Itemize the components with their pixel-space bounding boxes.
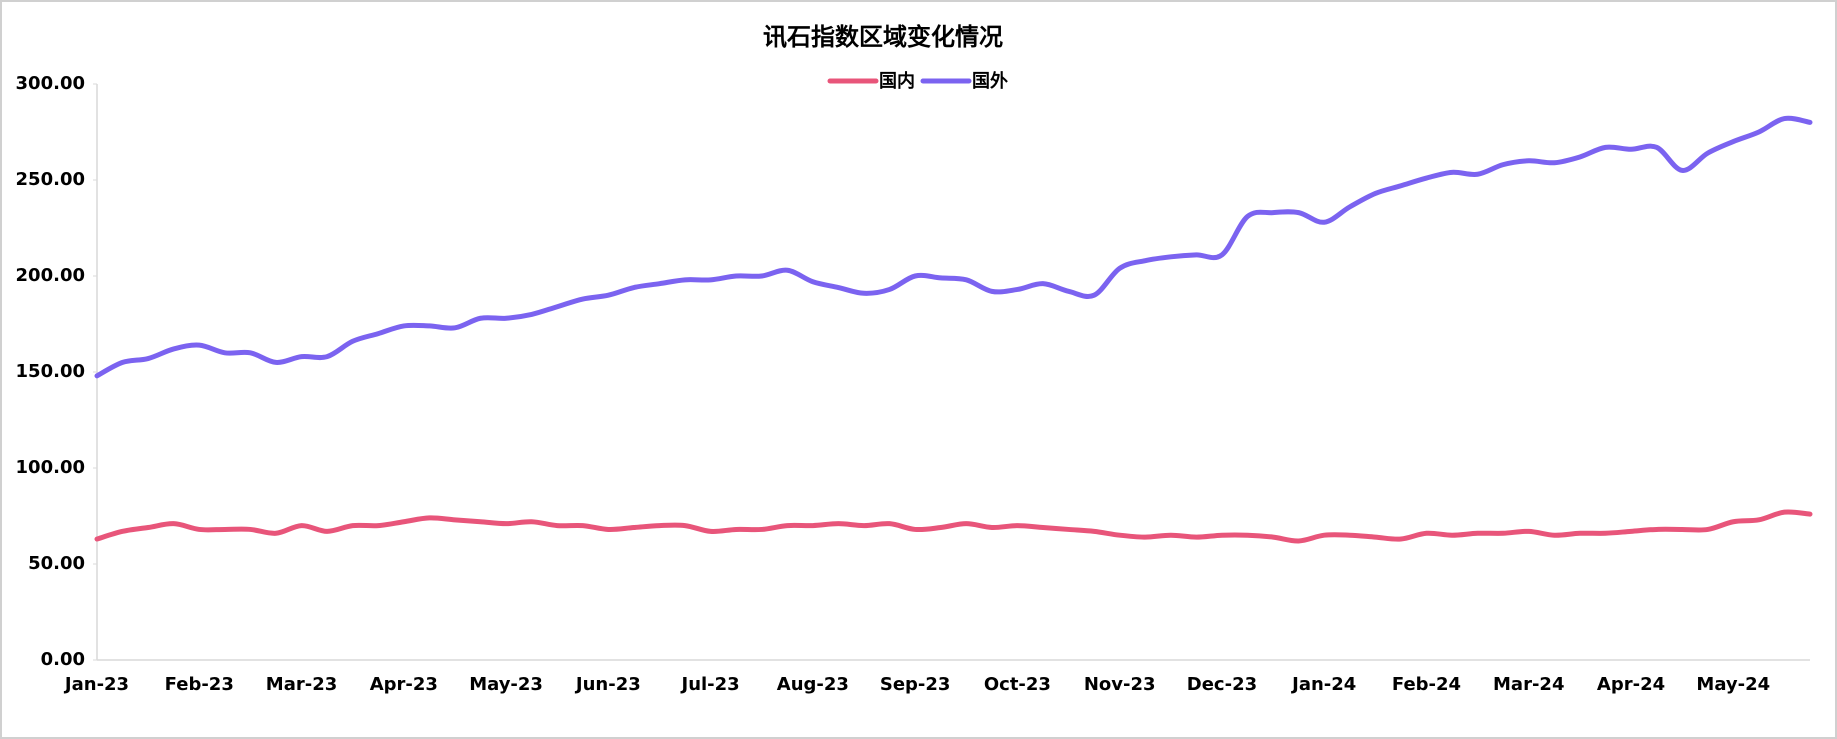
line-series	[94, 115, 1813, 379]
x-tick-label: Aug-23	[777, 674, 849, 695]
y-tick-label: 250.00	[16, 169, 85, 190]
y-tick-label: 300.00	[16, 73, 85, 94]
x-tick-label: Dec-23	[1187, 674, 1257, 695]
x-tick-label: Sep-23	[880, 674, 951, 695]
legend-label: 国内	[879, 70, 915, 92]
x-tick-label: Jan-24	[1290, 674, 1356, 695]
y-tick-label: 0.00	[41, 649, 85, 670]
x-tick-label: Jan-23	[63, 674, 129, 695]
x-tick-label: May-24	[1696, 674, 1770, 695]
x-tick-label: Apr-24	[1597, 674, 1665, 695]
x-tick-label: Apr-23	[370, 674, 438, 695]
y-tick-label: 50.00	[28, 553, 85, 574]
y-tick-label: 200.00	[16, 265, 85, 286]
x-tick-label: Feb-24	[1392, 674, 1461, 695]
x-tick-label: Jul-23	[680, 674, 740, 695]
x-tick-label: Jun-23	[574, 674, 641, 695]
line-series	[94, 509, 1813, 544]
x-tick-label: Nov-23	[1084, 674, 1156, 695]
legend-label: 国外	[972, 70, 1008, 92]
y-tick-label: 100.00	[16, 457, 85, 478]
x-tick-label: Feb-23	[165, 674, 234, 695]
x-tick-label: May-23	[469, 674, 543, 695]
chart-title: 讯石指数区域变化情况	[763, 23, 1003, 51]
x-tick-label: Oct-23	[984, 674, 1051, 695]
y-tick-label: 150.00	[16, 361, 85, 382]
x-tick-label: Mar-23	[266, 674, 337, 695]
x-tick-label: Mar-24	[1493, 674, 1564, 695]
